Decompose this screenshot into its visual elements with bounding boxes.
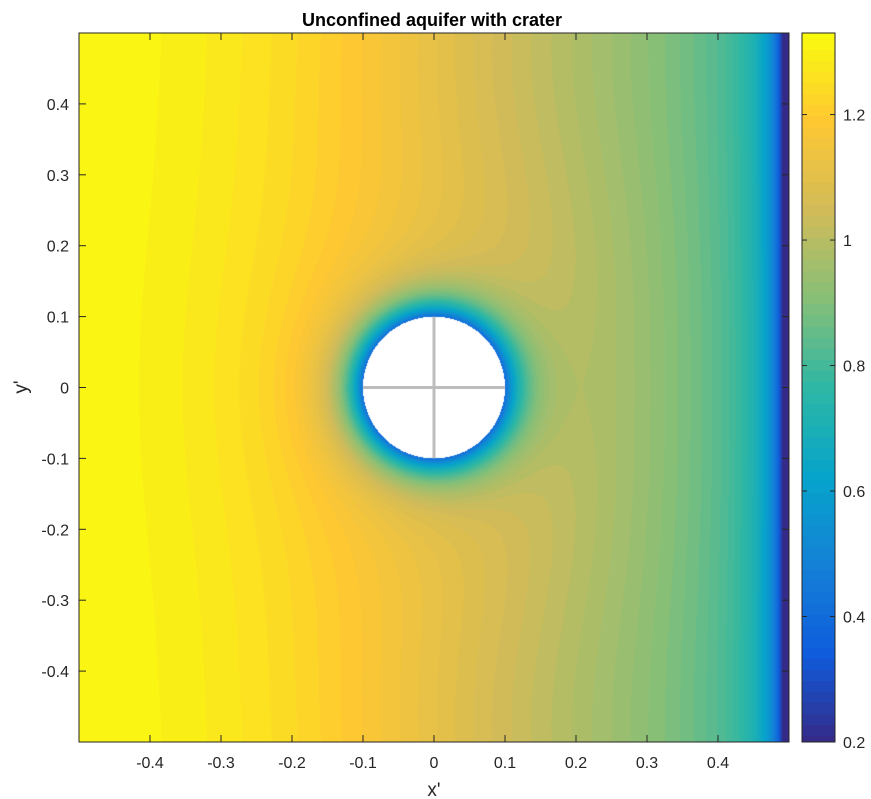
x-axis-label: x' <box>427 780 440 799</box>
plot-area: -0.4 -0.3 -0.2 -0.1 0 0.1 0.2 0.3 0.4 -0.4-0.3-0… <box>41 32 790 772</box>
y-tick-label: 0.4 <box>47 97 69 114</box>
x-tick-label: 0.2 <box>565 755 587 772</box>
x-tick-label: 0.3 <box>636 755 658 772</box>
colorbar-gradient <box>802 33 835 742</box>
y-tick-label: 0 <box>60 381 69 398</box>
x-axis: -0.4 -0.3 -0.2 -0.1 0 0.1 0.2 0.3 0.4 <box>136 33 729 772</box>
y-axis: -0.4 -0.3 -0.2 -0.1 0 0.1 0.2 0.3 0.4 <box>41 97 789 681</box>
colorbar-tick-label: 1 <box>843 233 852 250</box>
crater-crosshair <box>363 316 505 459</box>
colorbar-tick-label: 0.4 <box>843 610 865 627</box>
x-tick-label: -0.1 <box>349 755 377 772</box>
colorbar: 0.2 0.4 0.6 0.8 1 1.2 <box>801 32 865 752</box>
x-tick-label: 0 <box>430 755 439 772</box>
y-tick-label: -0.3 <box>41 593 69 610</box>
y-tick-label: 0.2 <box>47 239 69 256</box>
y-tick-label: -0.2 <box>41 522 69 539</box>
y-tick-label: 0.1 <box>47 310 69 327</box>
y-tick-label: -0.4 <box>41 664 69 681</box>
x-tick-label: 0.1 <box>494 755 516 772</box>
colorbar-axis: 0.2 0.4 0.6 0.8 1 1.2 <box>802 108 865 752</box>
x-tick-label: -0.3 <box>207 755 235 772</box>
x-tick-label: -0.2 <box>278 755 306 772</box>
colorbar-frame <box>801 32 836 743</box>
x-tick-label: -0.4 <box>136 755 164 772</box>
x-tick-label: 0.4 <box>707 755 729 772</box>
y-axis-label: y' <box>11 380 32 393</box>
colorbar-tick-label: 1.2 <box>843 108 865 125</box>
colorbar-tick-label: 0.6 <box>843 484 865 501</box>
y-tick-label: 0.3 <box>47 168 69 185</box>
chart-title: Unconfined aquifer with crater <box>302 10 562 30</box>
colorbar-tick-label: 0.8 <box>843 359 865 376</box>
y-tick-label: -0.1 <box>41 451 69 468</box>
colorbar-tick-label: 0.2 <box>843 735 865 752</box>
